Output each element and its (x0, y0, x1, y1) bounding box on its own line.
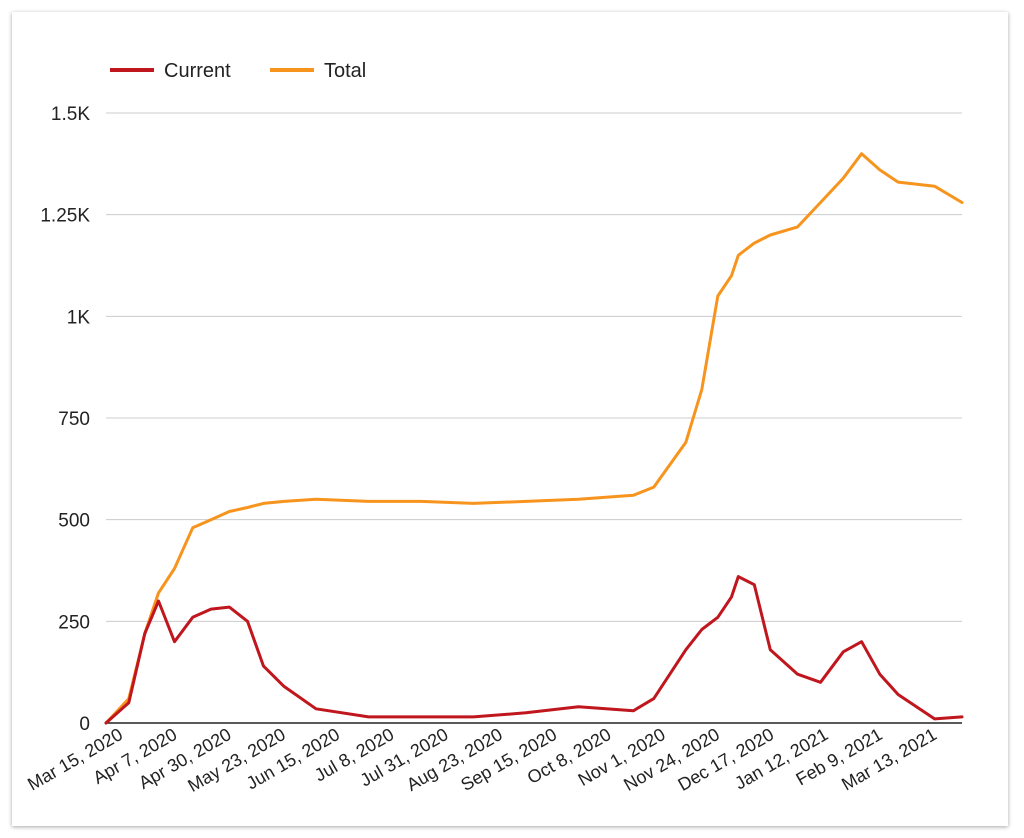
legend-label-current: Current (164, 60, 231, 82)
y-tick-label: 750 (58, 409, 90, 430)
y-tick-label: 1.25K (40, 206, 90, 227)
y-tick-label: 1.5K (51, 104, 90, 125)
y-axis-ticks: 0 250 500 750 1K 1.25K 1.5K (40, 104, 90, 735)
grid-lines (106, 112, 962, 724)
total-line (104, 152, 964, 725)
y-tick-label: 500 (58, 511, 90, 532)
legend: Current Total (110, 60, 366, 82)
y-tick-label: 0 (79, 714, 90, 735)
series-lines (104, 152, 964, 725)
y-tick-label: 250 (58, 612, 90, 633)
legend-label-total: Total (324, 60, 366, 82)
current-line (104, 575, 964, 725)
y-tick-label: 1K (67, 307, 91, 328)
chart-card: 0 250 500 750 1K 1.25K 1.5K Mar 15, 2020 Apr 7,… (12, 12, 1008, 826)
